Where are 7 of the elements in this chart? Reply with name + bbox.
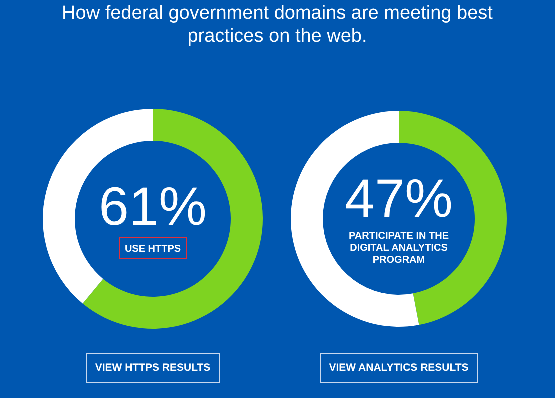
data-label: 47%	[344, 169, 454, 229]
donut-slice	[82, 109, 263, 329]
chart-title: How federal government domains are meeting best practices on the web.	[61, 2, 494, 48]
data-label: 61%	[98, 177, 208, 237]
slice-label: PARTICIPATE IN THE DIGITAL ANALYTICS PROGRAM	[348, 231, 450, 267]
highlight-box: USE HTTPS	[118, 237, 188, 259]
slice-label: USE HTTPS	[124, 244, 182, 255]
